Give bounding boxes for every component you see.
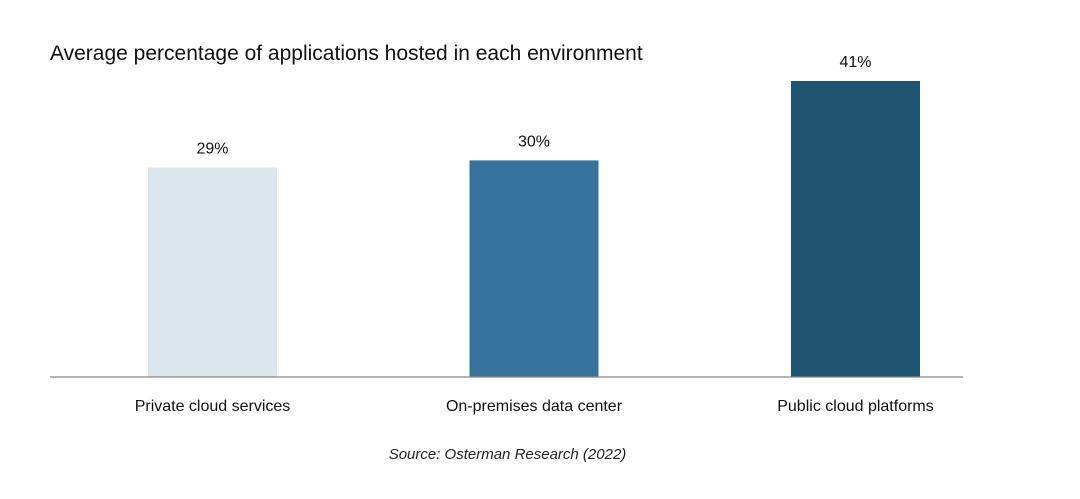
bar-0: [148, 167, 277, 377]
category-label-0: Private cloud services: [135, 398, 291, 415]
category-label-2: Public cloud platforms: [777, 398, 934, 415]
source-note: Source: Osterman Research (2022): [388, 446, 627, 463]
value-label-0: 29%: [196, 141, 228, 158]
value-label-2: 41%: [839, 54, 871, 71]
bar-1: [469, 160, 599, 377]
value-label-1: 30%: [518, 133, 550, 150]
chart-title: Average percentage of applications hoste…: [50, 42, 643, 65]
bar-2: [791, 81, 920, 377]
category-label-1: On-premises data center: [446, 398, 623, 415]
bars-layer: 29% Private cloud services 30% On-premises …: [135, 54, 934, 415]
